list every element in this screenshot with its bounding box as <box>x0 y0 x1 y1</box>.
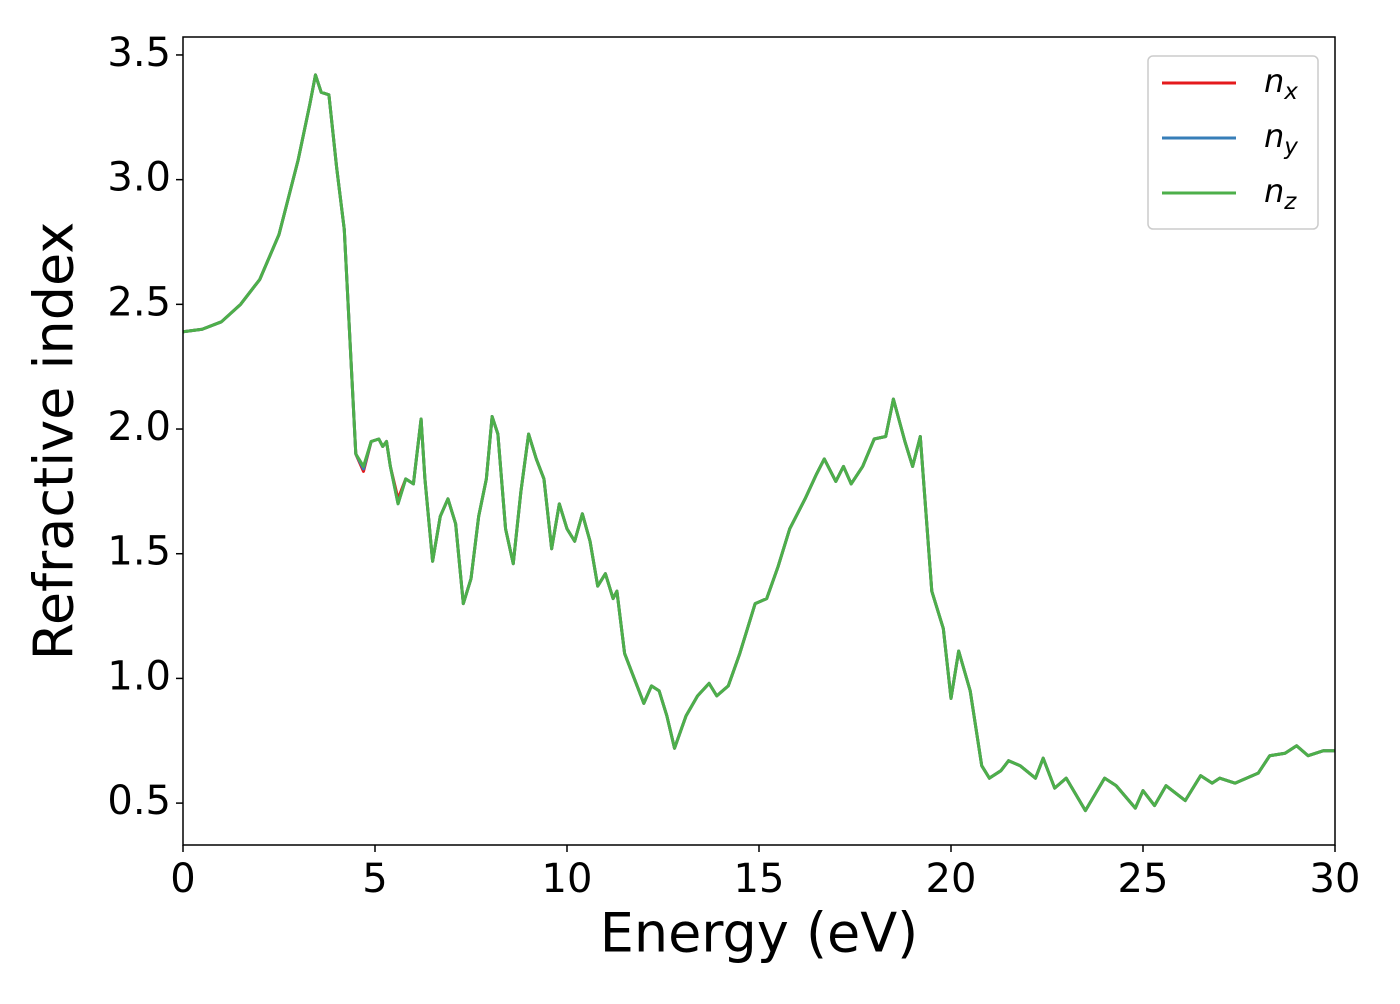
x-tick-label: 15 <box>734 856 785 902</box>
x-tick-label: 10 <box>542 856 593 902</box>
x-tick-label: 20 <box>926 856 977 902</box>
legend-label: ny <box>1264 117 1298 160</box>
y-tick-label: 1.0 <box>107 653 171 699</box>
x-tick-label: 0 <box>170 856 195 902</box>
y-tick-label: 1.5 <box>107 529 171 575</box>
y-tick-label: 2.0 <box>107 404 171 450</box>
y-axis-label: Refractive index <box>23 222 86 661</box>
y-tick-label: 0.5 <box>107 778 171 824</box>
x-tick-label: 30 <box>1310 856 1361 902</box>
y-tick-label: 3.5 <box>107 30 171 76</box>
plot-frame <box>182 36 1336 846</box>
series-line <box>183 73 1335 813</box>
y-tick-label: 2.5 <box>107 279 171 325</box>
x-axis-label: Energy (eV) <box>600 902 919 965</box>
y-tick-label: 3.0 <box>107 155 171 201</box>
legend-box <box>1147 55 1319 230</box>
legend-label: nx <box>1264 62 1298 105</box>
x-tick-label: 5 <box>362 856 387 902</box>
legend-label: nz <box>1264 172 1297 215</box>
x-tick-label: 25 <box>1118 856 1169 902</box>
